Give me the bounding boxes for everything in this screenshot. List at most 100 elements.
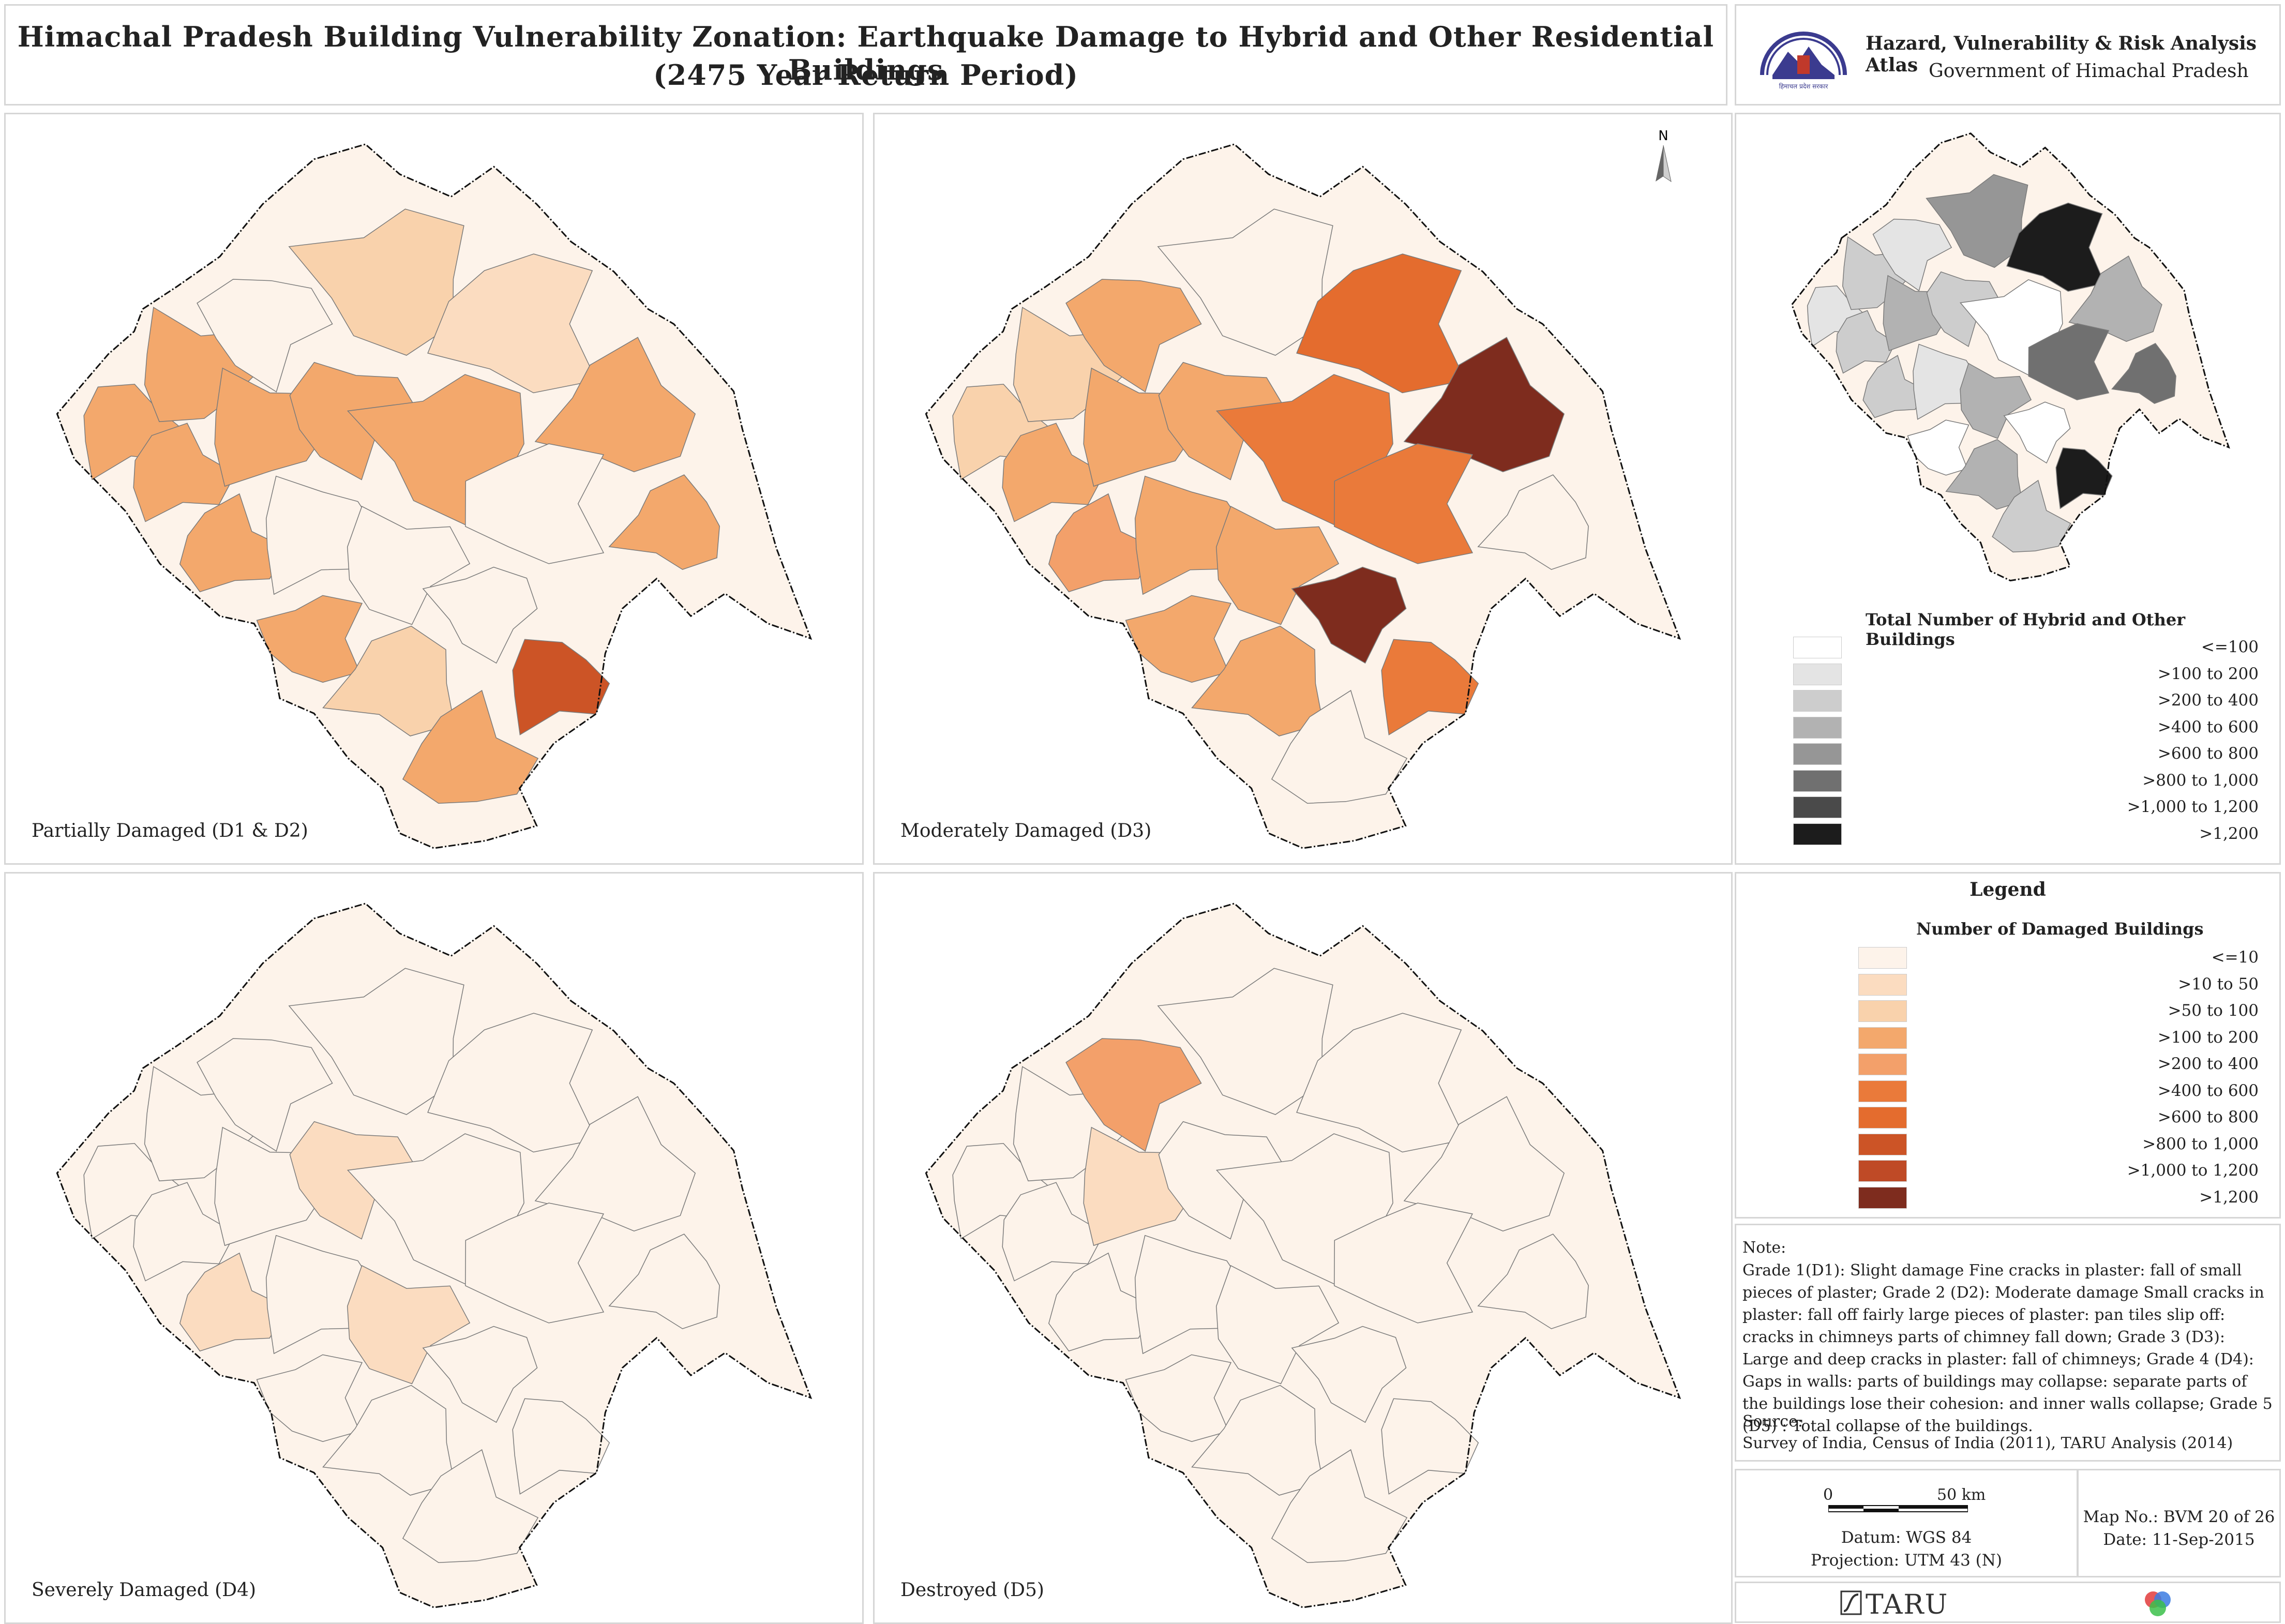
- district-region[interactable]: [1296, 1013, 1466, 1153]
- district-region[interactable]: [1215, 506, 1340, 625]
- damage-legend-label: >400 to 600: [2157, 1081, 2259, 1100]
- district-region[interactable]: [1836, 310, 1896, 374]
- district-region[interactable]: [1926, 174, 2028, 268]
- scale-zero-label: 0: [1823, 1486, 1833, 1504]
- district-region[interactable]: [1291, 1326, 1407, 1423]
- district-region[interactable]: [1048, 1252, 1157, 1352]
- district-region[interactable]: [1271, 1449, 1408, 1563]
- damage-legend-label: >100 to 200: [2157, 1028, 2259, 1047]
- district-region[interactable]: [1271, 689, 1408, 804]
- district-region[interactable]: [1296, 253, 1466, 394]
- district-region[interactable]: [2003, 401, 2071, 464]
- district-region[interactable]: [2055, 447, 2113, 509]
- total-legend-row: >600 to 800: [1736, 743, 2274, 766]
- district-region[interactable]: [512, 639, 610, 735]
- district-region[interactable]: [1158, 362, 1289, 480]
- district-region[interactable]: [289, 362, 420, 480]
- district-region[interactable]: [256, 595, 363, 683]
- total-legend-swatch: [1793, 690, 1842, 712]
- district-region[interactable]: [133, 1182, 236, 1282]
- map-destroyed[interactable]: [875, 874, 1731, 1622]
- district-region[interactable]: [288, 208, 464, 356]
- district-region[interactable]: [402, 689, 539, 804]
- projection: Projection: UTM 43 (N): [1811, 1551, 2002, 1570]
- damage-legend-label: >10 to 50: [2178, 974, 2259, 994]
- district-region[interactable]: [2068, 255, 2162, 342]
- district-region[interactable]: [1992, 479, 2071, 553]
- total-legend-label: >100 to 200: [2157, 664, 2259, 683]
- map-label-severely-damaged: Severely Damaged (D4): [32, 1580, 257, 1601]
- district-region[interactable]: [179, 1252, 289, 1352]
- district-region[interactable]: [1907, 419, 1970, 476]
- total-legend-label: >1,000 to 1,200: [2127, 798, 2259, 816]
- district-region[interactable]: [465, 1202, 605, 1324]
- district-region[interactable]: [608, 474, 720, 570]
- district-region[interactable]: [1477, 474, 1589, 570]
- district-region[interactable]: [1215, 1265, 1340, 1385]
- district-region[interactable]: [1926, 271, 2003, 348]
- scale-panel: 0 50 km Datum: WGS 84 Projection: UTM 43…: [1735, 1469, 2078, 1577]
- svg-text:N: N: [1658, 128, 1668, 144]
- map-severely-damaged[interactable]: [6, 874, 862, 1622]
- district-region[interactable]: [608, 1234, 720, 1329]
- district-region[interactable]: [422, 1326, 538, 1423]
- district-region[interactable]: [534, 1096, 696, 1232]
- total-legend-label: >200 to 400: [2157, 691, 2259, 710]
- district-region[interactable]: [1381, 1398, 1479, 1495]
- district-region[interactable]: [1960, 363, 2032, 439]
- state-boundary: [56, 143, 813, 849]
- damage-legend-swatch: [1858, 1107, 1907, 1129]
- district-region[interactable]: [197, 279, 333, 393]
- map-total-buildings[interactable]: [1762, 114, 2259, 590]
- damage-legend-label: >1,200: [2199, 1187, 2259, 1207]
- district-region[interactable]: [1381, 639, 1479, 735]
- district-region[interactable]: [288, 968, 464, 1115]
- district-region[interactable]: [197, 1038, 333, 1152]
- damage-legend-title: Number of Damaged Buildings: [1916, 919, 2204, 939]
- district-region[interactable]: [1862, 355, 1927, 418]
- district-region[interactable]: [1334, 443, 1474, 564]
- district-region[interactable]: [1065, 1038, 1202, 1152]
- damage-legend-swatch: [1858, 1186, 1907, 1209]
- district-region[interactable]: [1157, 968, 1333, 1115]
- district-region[interactable]: [1291, 566, 1407, 664]
- district-region[interactable]: [1065, 279, 1202, 393]
- district-region[interactable]: [1334, 1202, 1474, 1324]
- note-label: Note:: [1742, 1239, 1786, 1257]
- district-region[interactable]: [179, 493, 289, 593]
- district-region[interactable]: [2006, 202, 2106, 292]
- district-region[interactable]: [1125, 595, 1232, 683]
- district-region[interactable]: [402, 1449, 539, 1563]
- map-moderately-damaged[interactable]: [875, 114, 1731, 863]
- district-region[interactable]: [1002, 423, 1105, 522]
- district-region[interactable]: [1157, 208, 1333, 356]
- district-region[interactable]: [347, 1265, 471, 1385]
- total-legend-title: Total Number of Hybrid and Other Buildin…: [1866, 610, 2186, 649]
- district-region[interactable]: [427, 1013, 597, 1153]
- district-region[interactable]: [2028, 323, 2110, 400]
- district-region[interactable]: [465, 443, 605, 564]
- district-region[interactable]: [1872, 218, 1952, 292]
- map-partially-damaged[interactable]: [6, 114, 862, 863]
- damage-legend-label: >50 to 100: [2168, 1001, 2259, 1020]
- district-region[interactable]: [1125, 1354, 1232, 1442]
- district-region[interactable]: [1477, 1234, 1589, 1329]
- district-region[interactable]: [422, 566, 538, 664]
- total-legend-row: >200 to 400: [1736, 690, 2274, 713]
- district-region[interactable]: [1048, 493, 1157, 593]
- district-region[interactable]: [427, 253, 597, 394]
- district-region[interactable]: [1002, 1182, 1105, 1282]
- district-region[interactable]: [256, 1354, 363, 1442]
- district-region[interactable]: [2111, 342, 2176, 404]
- district-region[interactable]: [512, 1398, 610, 1495]
- total-legend-swatch: [1793, 663, 1842, 685]
- district-region[interactable]: [1158, 1121, 1289, 1240]
- total-legend-label: >800 to 1,000: [2142, 771, 2259, 790]
- district-region[interactable]: [1403, 337, 1565, 473]
- district-region[interactable]: [133, 423, 236, 522]
- district-region[interactable]: [347, 506, 471, 625]
- district-region[interactable]: [289, 1121, 420, 1240]
- state-boundary: [1791, 132, 2230, 582]
- district-region[interactable]: [534, 337, 696, 473]
- district-region[interactable]: [1403, 1096, 1565, 1232]
